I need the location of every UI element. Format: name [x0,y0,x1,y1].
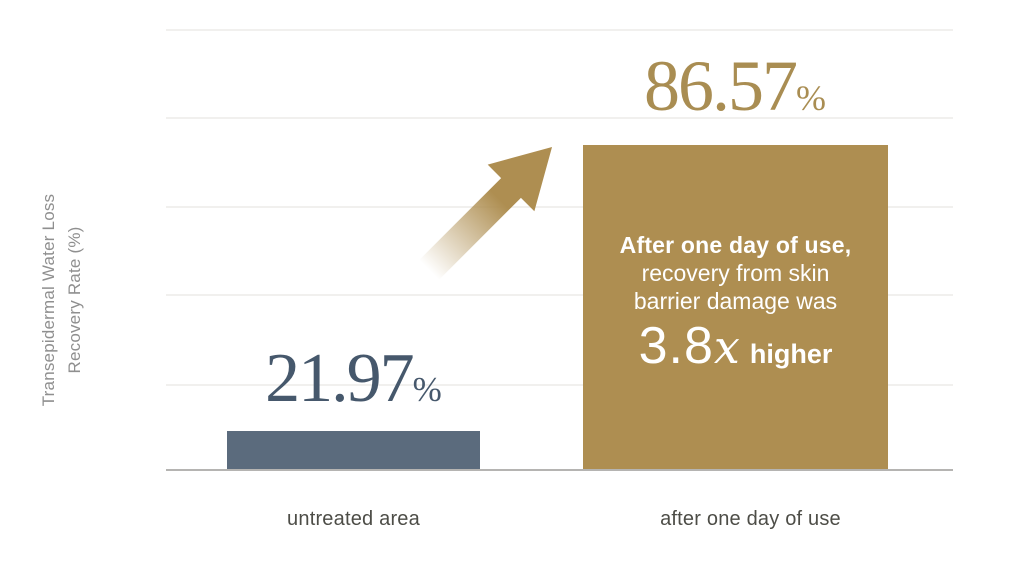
gridline [166,29,953,31]
value-label-treated: 86.57% [571,50,899,122]
gridline [166,206,953,208]
multiplier-x: x [713,320,740,374]
bar-untreated-area [227,431,480,469]
annotation-line2: recovery from skin [641,260,830,286]
y-axis-label: Transepidermal Water Loss Recovery Rate … [36,130,88,470]
annotation-line3: barrier damage was [633,288,838,314]
x-axis-label-untreated: untreated area [287,508,420,530]
percent-sign: % [796,78,826,118]
x-axis-baseline [166,469,953,471]
percent-sign: % [412,370,442,409]
y-axis-label-line2: Recovery Rate (%) [65,226,84,374]
value-label-untreated: 21.97% [190,344,517,414]
bar-after-one-day [583,145,888,469]
annotation-line1: After one day of use, [619,232,852,258]
multiplier-value: 3.8 [638,317,714,375]
annotation-multiplier-row: 3.8x higher [588,320,883,372]
growth-arrow-icon [419,146,553,280]
multiplier-suffix: higher [749,339,833,369]
value-treated: 86.57 [644,46,798,126]
gridline [166,294,953,296]
y-axis-label-line1: Transepidermal Water Loss [39,193,58,407]
annotation-block: After one day of use, recovery from skin… [588,231,883,372]
gridline [166,384,953,386]
gridline [166,117,953,119]
value-untreated: 21.97 [265,340,414,417]
x-axis-label-treated: after one day of use [660,508,841,530]
